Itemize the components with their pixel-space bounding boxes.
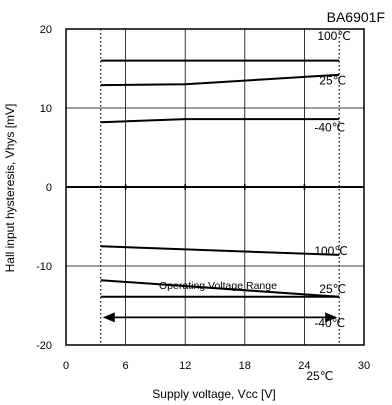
annotations-layer: 100℃ 25℃ -40℃ 100℃ 25℃ -40℃ 25℃ <box>306 29 350 383</box>
series-layer <box>100 59 340 298</box>
temperature-label: 25℃ <box>319 73 346 87</box>
series-line <box>100 245 340 256</box>
range-arrow-right-head <box>325 312 338 323</box>
series-line <box>100 279 340 298</box>
temperature-label: 25℃ <box>306 369 333 383</box>
operating-range-layer: Operating Voltage Range <box>100 29 340 345</box>
temperature-label: 100℃ <box>317 29 351 43</box>
range-arrow-left-head <box>102 312 115 323</box>
series-line <box>100 73 340 87</box>
x-tick-label: 30 <box>358 360 370 372</box>
x-tick-label: 6 <box>123 360 129 372</box>
y-tick-label: 0 <box>46 182 52 194</box>
x-tick-label: 12 <box>179 360 191 372</box>
temperature-label: -40℃ <box>314 316 345 330</box>
x-tick-label: 24 <box>298 360 310 372</box>
y-tick-label: 20 <box>40 24 52 36</box>
chart-title: BA6901F <box>327 9 385 25</box>
y-tick-label: -20 <box>36 340 52 352</box>
y-tick-label: -10 <box>36 261 52 273</box>
series-line <box>100 118 340 124</box>
temperature-label: 25℃ <box>319 282 346 296</box>
y-tick-label: 10 <box>40 103 52 115</box>
y-axis-label: Hall input hysteresis, Vhys [mV] <box>3 104 17 273</box>
temperature-label: 100℃ <box>314 244 348 258</box>
operating-range-label: Operating Voltage Range <box>159 280 277 292</box>
x-tick-label: 18 <box>239 360 251 372</box>
x-axis-label: Supply voltage, Vcc [V] <box>152 387 275 401</box>
grid-layer <box>65 28 365 346</box>
tick-labels-layer: 0 6 12 18 24 30 -20 -10 0 10 20 <box>36 24 370 372</box>
temperature-label: -40℃ <box>314 121 345 135</box>
x-tick-label: 0 <box>63 360 69 372</box>
